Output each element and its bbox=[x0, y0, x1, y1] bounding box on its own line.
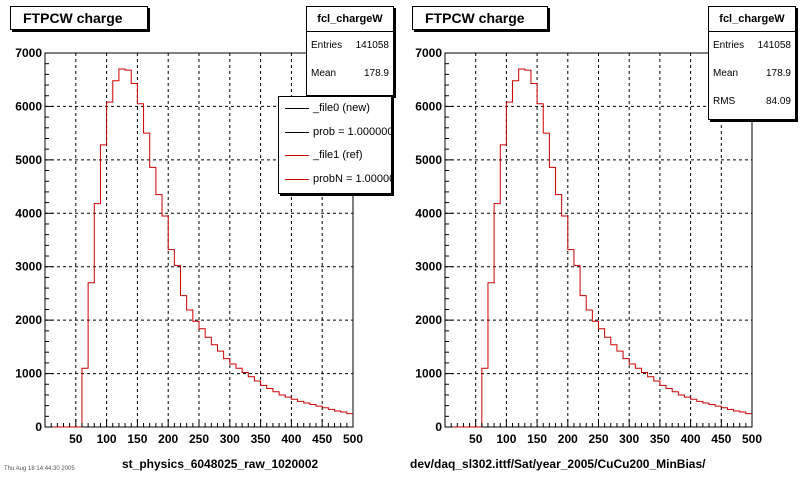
stats-label: Entries bbox=[713, 40, 745, 51]
x-tick-label: 400 bbox=[281, 432, 301, 446]
right-stats-rms: RMS 84.09 bbox=[709, 88, 795, 116]
left-stats-box: fcl_chargeW Entries 141058 Mean 178.9 bbox=[306, 6, 394, 96]
y-tick-label: 3000 bbox=[15, 260, 42, 274]
right-title-box: FTPCW charge bbox=[412, 6, 548, 30]
x-tick-label: 250 bbox=[189, 432, 209, 446]
y-tick-label: 2000 bbox=[15, 313, 42, 327]
x-tick-label: 450 bbox=[312, 432, 332, 446]
x-tick-label: 300 bbox=[619, 432, 639, 446]
stats-label: Mean bbox=[311, 68, 337, 79]
x-tick-label: 400 bbox=[681, 432, 701, 446]
left-pad: 50 100 150 200 250 300 350 400 450 500 0 1000 2000 30… bbox=[10, 6, 394, 471]
right-pad: 50 100 150 200 250 300 350 400 450 500 0 1000 2000 30… bbox=[400, 0, 800, 480]
y-tick-label: 1000 bbox=[415, 367, 442, 381]
right-stats-box: fcl_chargeW Entries 141058 Mean 178.9 RM… bbox=[708, 6, 796, 120]
legend-swatch bbox=[285, 178, 309, 180]
stats-label: Entries bbox=[311, 40, 343, 51]
x-tick-label: 500 bbox=[343, 432, 363, 446]
left-chart-title: FTPCW charge bbox=[23, 10, 123, 26]
x-tick-label: 50 bbox=[469, 432, 483, 446]
x-tick-label: 500 bbox=[742, 432, 762, 446]
y-tick-label: 6000 bbox=[415, 99, 442, 113]
legend-label: _file0 (new) bbox=[313, 102, 370, 114]
right-stats-title: fcl_chargeW bbox=[709, 7, 795, 32]
y-tick-label: 7000 bbox=[15, 46, 42, 60]
x-tick-label: 100 bbox=[496, 432, 516, 446]
footer-timestamp: Thu Aug 18 14:44:30 2005 bbox=[4, 466, 75, 472]
x-tick-label: 250 bbox=[588, 432, 608, 446]
stats-value: 84.09 bbox=[765, 96, 791, 107]
right-stats-entries: Entries 141058 bbox=[709, 32, 795, 60]
legend-entry: _file1 (ref) bbox=[279, 144, 391, 168]
x-tick-label: 150 bbox=[527, 432, 547, 446]
legend-label: probN = 1.000000 bbox=[313, 172, 391, 185]
x-tick-label: 350 bbox=[650, 432, 670, 446]
legend-entry: probN = 1.000000 bbox=[279, 168, 391, 192]
legend-entry: prob = 1.000000 bbox=[279, 121, 391, 145]
stats-value: 178.9 bbox=[363, 68, 389, 79]
y-tick-label: 4000 bbox=[15, 206, 42, 220]
left-title-box: FTPCW charge bbox=[10, 6, 148, 30]
stats-label: RMS bbox=[713, 96, 736, 107]
left-legend: _file0 (new) prob = 1.000000 _file1 (ref… bbox=[278, 96, 392, 194]
left-stats-mean: Mean 178.9 bbox=[307, 60, 393, 88]
x-tick-label: 450 bbox=[711, 432, 731, 446]
x-tick-label: 300 bbox=[220, 432, 240, 446]
x-tick-label: 200 bbox=[558, 432, 578, 446]
histogram-series bbox=[445, 68, 752, 428]
x-tick-label: 100 bbox=[97, 432, 117, 446]
histogram-series bbox=[45, 68, 353, 428]
y-tick-label: 5000 bbox=[415, 153, 442, 167]
right-histogram: 50 100 150 200 250 300 350 400 450 50001000200030… bbox=[415, 46, 762, 446]
legend-label: prob = 1.000000 bbox=[313, 125, 392, 138]
y-tick-label: 0 bbox=[35, 420, 42, 434]
x-tick-label: 150 bbox=[127, 432, 147, 446]
legend-swatch bbox=[285, 155, 309, 156]
stats-value: 141058 bbox=[355, 40, 389, 51]
y-tick-label: 1000 bbox=[15, 367, 42, 381]
stats-value: 141058 bbox=[757, 40, 791, 51]
legend-label: _file1 (ref) bbox=[313, 149, 363, 161]
stats-label: Mean bbox=[713, 68, 739, 79]
legend-entry: _file0 (new) bbox=[279, 97, 391, 121]
right-stats-mean: Mean 178.9 bbox=[709, 60, 795, 88]
x-tick-label: 50 bbox=[69, 432, 83, 446]
y-tick-label: 2000 bbox=[415, 313, 442, 327]
left-stats-title: fcl_chargeW bbox=[307, 7, 393, 32]
left-x-axis-title: st_physics_6048025_raw_1020002 bbox=[122, 457, 319, 471]
right-x-axis-title: dev/daq_sl302.ittf/Sat/year_2005/CuCu200… bbox=[410, 457, 706, 471]
y-tick-label: 0 bbox=[435, 420, 442, 434]
legend-swatch bbox=[285, 131, 309, 133]
y-tick-label: 7000 bbox=[415, 46, 442, 60]
stats-value: 178.9 bbox=[765, 68, 791, 79]
y-tick-label: 4000 bbox=[415, 206, 442, 220]
y-tick-label: 5000 bbox=[15, 153, 42, 167]
right-chart-title: FTPCW charge bbox=[425, 10, 525, 26]
y-tick-label: 6000 bbox=[15, 99, 42, 113]
legend-swatch bbox=[285, 108, 309, 109]
y-tick-label: 3000 bbox=[415, 260, 442, 274]
left-stats-entries: Entries 141058 bbox=[307, 32, 393, 60]
x-tick-label: 200 bbox=[158, 432, 178, 446]
x-tick-label: 350 bbox=[251, 432, 271, 446]
